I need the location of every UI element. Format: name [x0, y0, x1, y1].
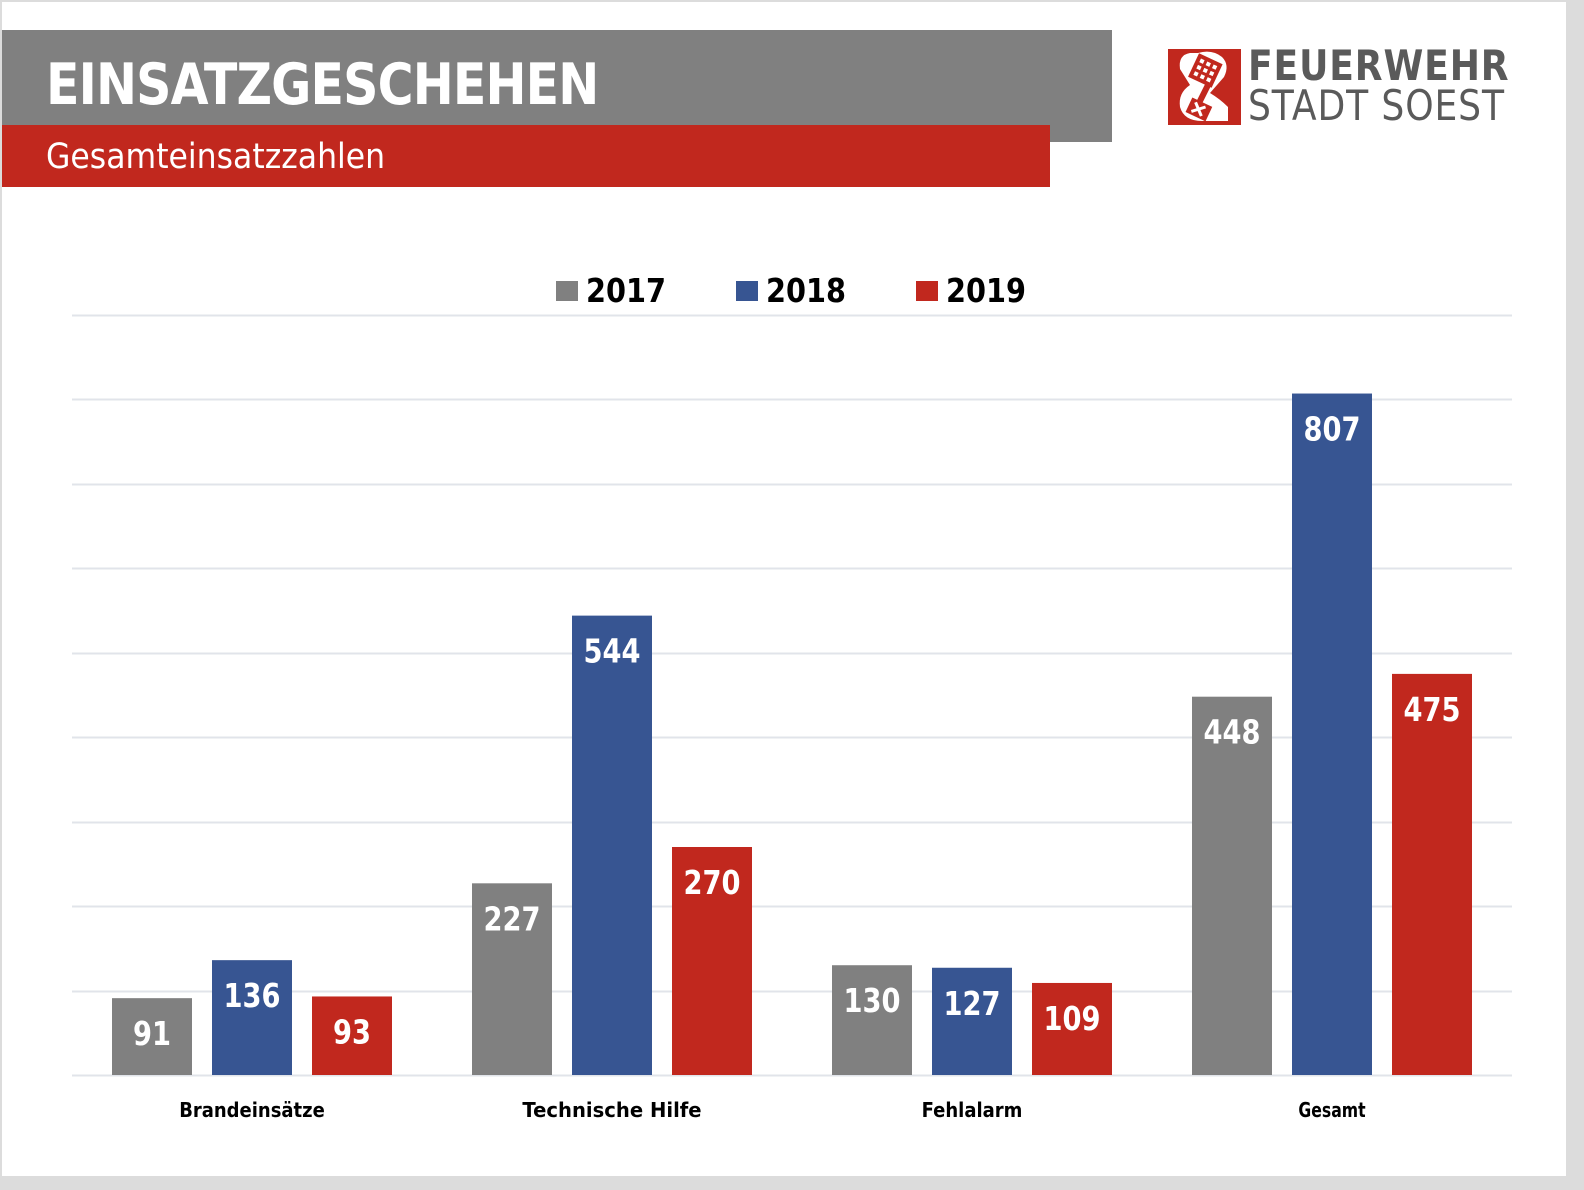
legend: 2017 2018 2019 — [556, 271, 1026, 310]
feuerwehr-soest-logo: FEUERWEHR STADT SOEST — [1168, 43, 1538, 130]
page-subtitle: Gesamteinsatzzahlen — [46, 137, 386, 177]
bar-2018-0 — [212, 960, 292, 1075]
bar-2019-0 — [312, 996, 392, 1075]
category-label-3: Gesamt — [1298, 1098, 1366, 1122]
bar-2019-2 — [1032, 982, 1112, 1075]
soest-key-icon — [1168, 49, 1241, 125]
data-label-2019-3: 475 — [1404, 690, 1461, 729]
legend-label-2019: 2019 — [946, 271, 1026, 310]
bar-2018-1 — [572, 615, 652, 1075]
category-label-1: Technische Hilfe — [522, 1098, 701, 1122]
category-label-0: Brandeinsätze — [179, 1098, 325, 1122]
bars: 91 136 93 227 544 270 130 127 109 448 807 475 — [112, 393, 1472, 1075]
bar-2017-1 — [472, 883, 552, 1075]
data-label-2018-2: 127 — [944, 984, 1001, 1023]
bar-2018-3 — [1292, 393, 1372, 1075]
legend-swatch-2018 — [736, 281, 758, 301]
logo-text-feuerwehr: FEUERWEHR — [1248, 41, 1510, 90]
title-bar: EINSATZGESCHEHEN — [2, 30, 1112, 142]
logo-text-stadt-soest: STADT SOEST — [1248, 81, 1505, 130]
data-label-2019-0: 93 — [333, 1012, 371, 1051]
bar-2019-1 — [672, 847, 752, 1075]
subtitle-bar: Gesamteinsatzzahlen — [2, 125, 1050, 187]
bar-2017-2 — [832, 965, 912, 1075]
legend-label-2017: 2017 — [586, 271, 666, 310]
data-label-2018-0: 136 — [224, 976, 281, 1015]
data-label-2018-1: 544 — [584, 632, 641, 671]
gridlines — [72, 314, 1512, 1077]
bar-2018-2 — [932, 967, 1012, 1075]
data-label-2019-2: 109 — [1044, 999, 1101, 1038]
page-title: EINSATZGESCHEHEN — [46, 52, 599, 118]
category-label-2: Fehlalarm — [922, 1098, 1023, 1122]
data-label-2017-2: 130 — [844, 981, 901, 1020]
data-label-2019-1: 270 — [684, 863, 741, 902]
data-label-2018-3: 807 — [1304, 410, 1361, 449]
data-label-2017-3: 448 — [1204, 713, 1261, 752]
bar-2017-3 — [1192, 696, 1272, 1075]
data-label-2017-0: 91 — [133, 1014, 171, 1053]
data-label-2017-1: 227 — [484, 899, 541, 938]
legend-swatch-2017 — [556, 281, 578, 301]
bar-2019-3 — [1392, 673, 1472, 1075]
legend-label-2018: 2018 — [766, 271, 846, 310]
legend-swatch-2019 — [916, 281, 938, 301]
bar-2017-0 — [112, 998, 192, 1075]
category-axis: Brandeinsätze Technische Hilfe Fehlalarm Ge… — [179, 1098, 1366, 1122]
